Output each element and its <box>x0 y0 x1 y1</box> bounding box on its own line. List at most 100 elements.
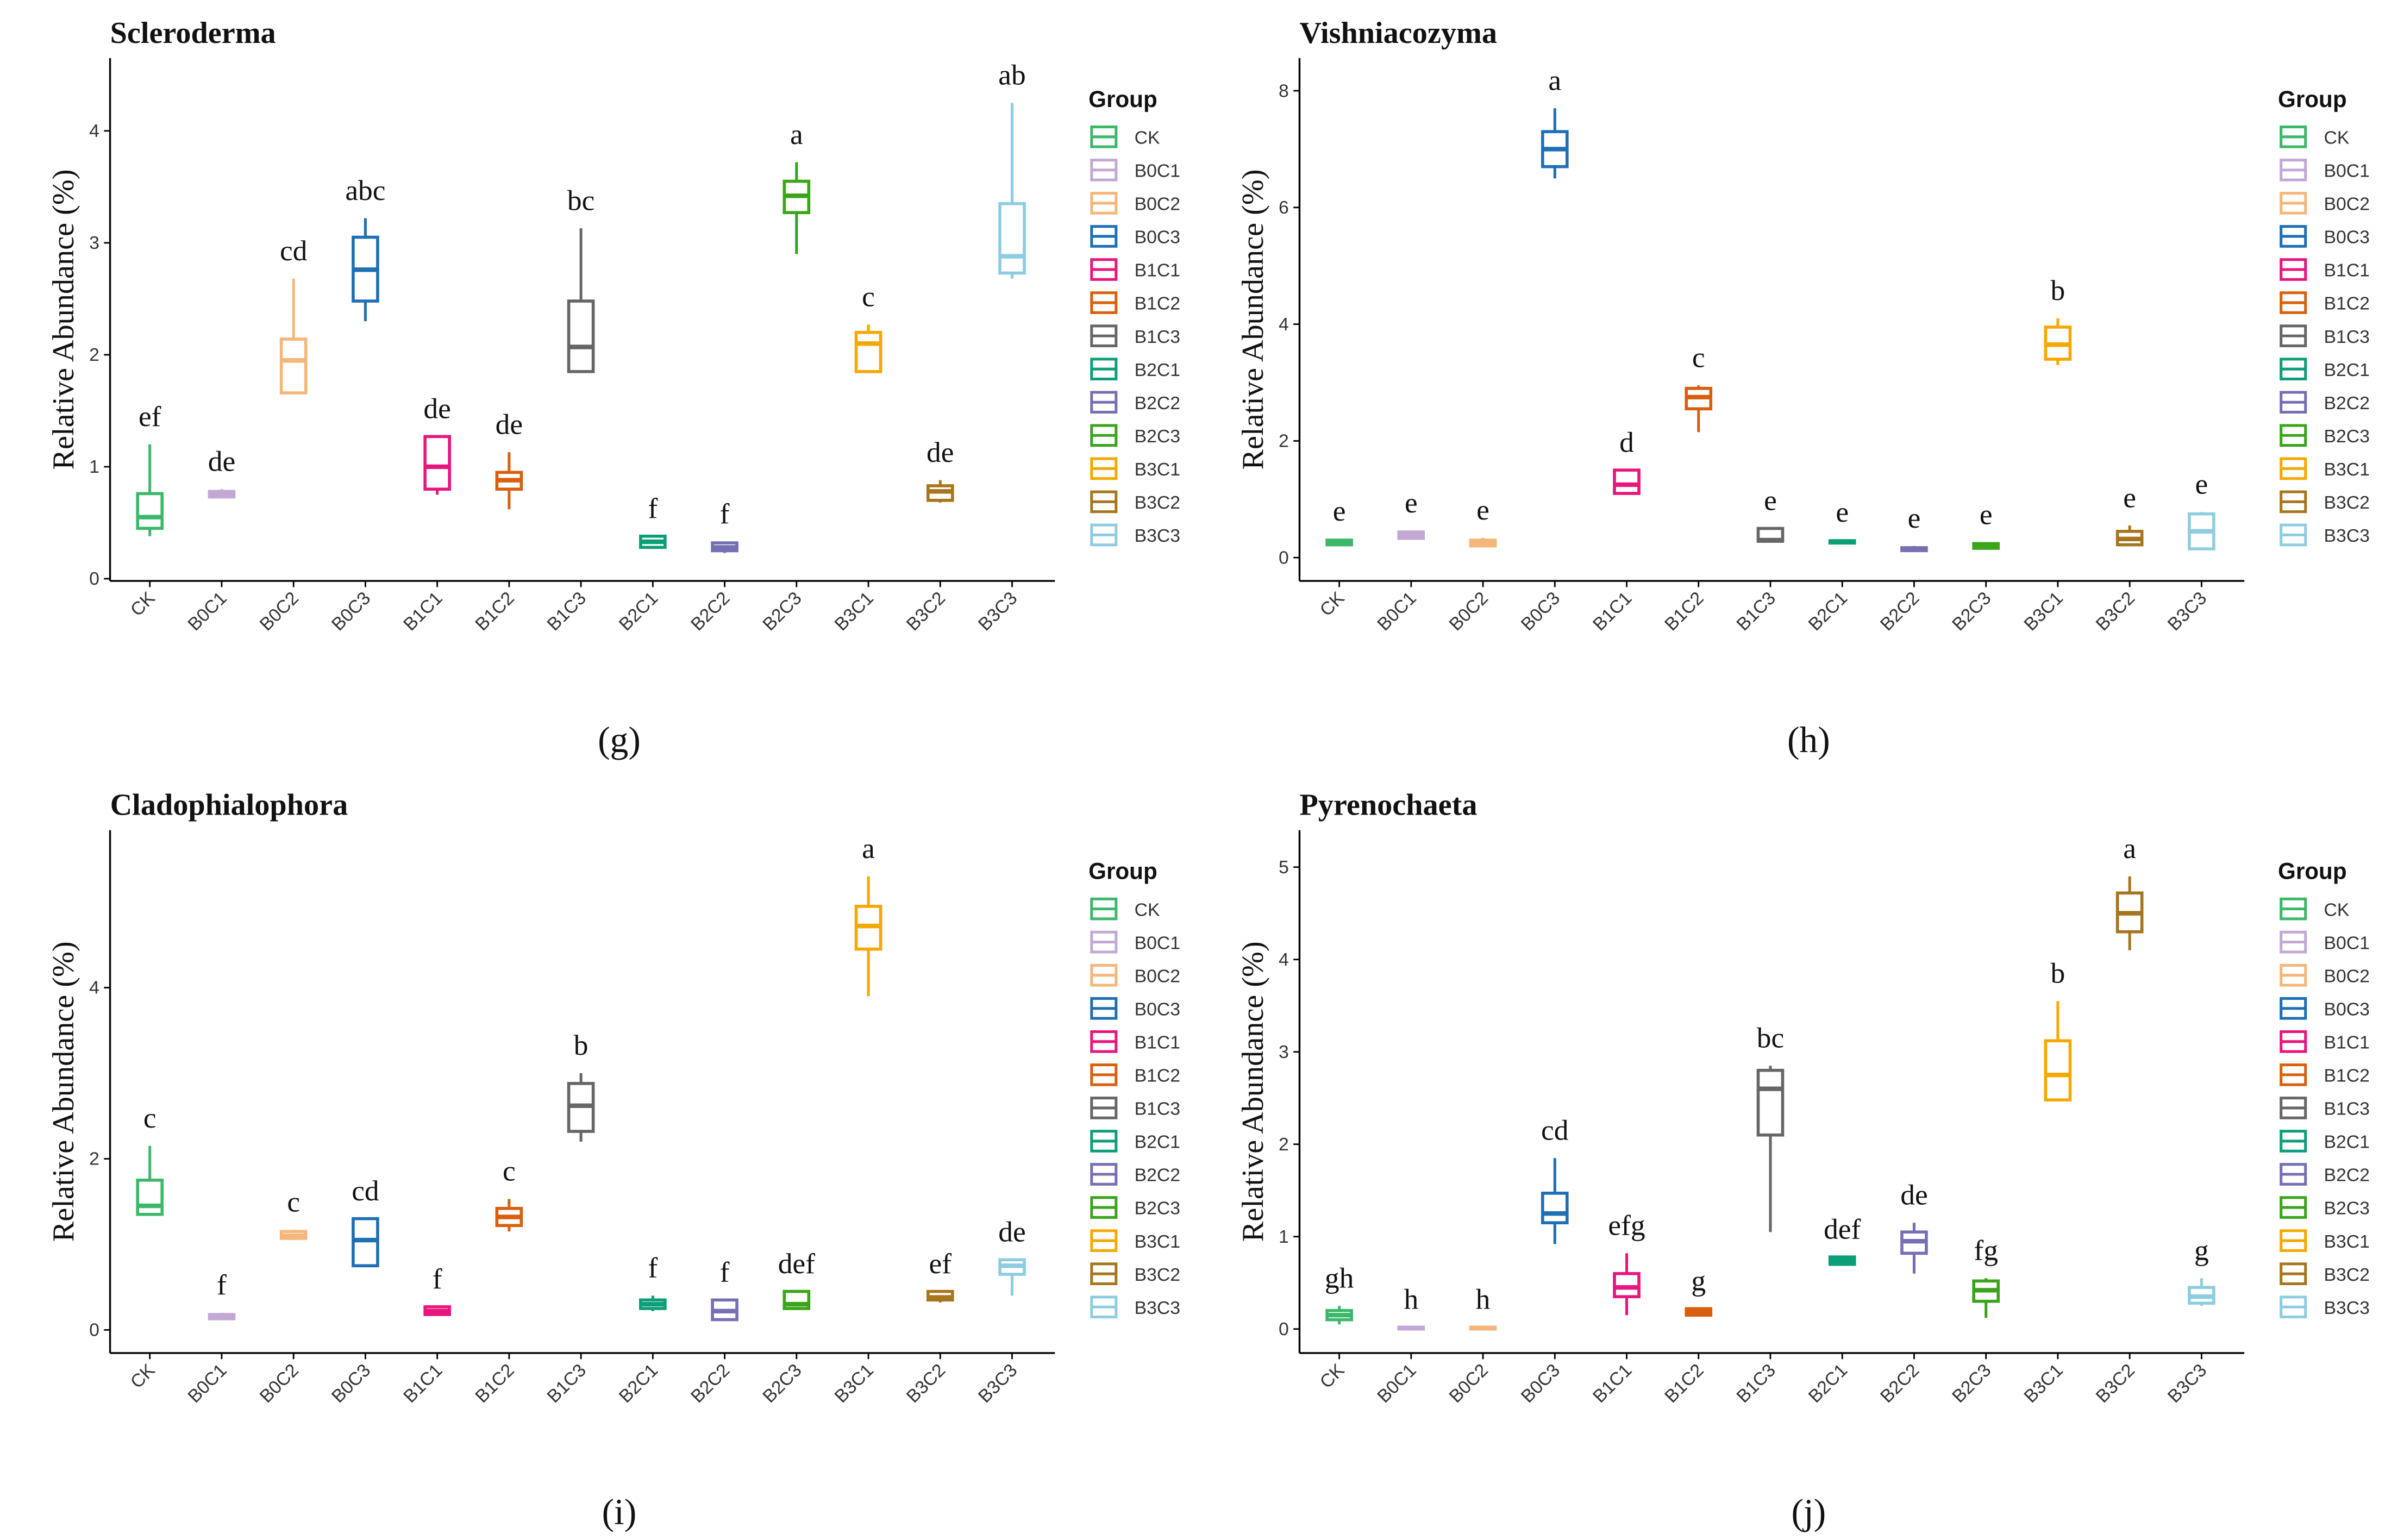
legend-title: Group <box>1088 859 1157 884</box>
legend-label: B3C3 <box>2324 1298 2369 1318</box>
significance-letter: e <box>1980 498 1993 530</box>
legend-label: B1C2 <box>1135 1066 1180 1086</box>
significance-letter: e <box>1333 494 1346 527</box>
significance-letter: e <box>1476 493 1489 526</box>
x-tick-label: B0C1 <box>1373 588 1420 635</box>
y-tick-label: 6 <box>1279 197 1289 218</box>
legend-label: B0C2 <box>1135 194 1180 215</box>
significance-letter: de <box>208 445 235 477</box>
significance-letter: f <box>217 1268 227 1301</box>
legend-label: CK <box>1135 127 1160 148</box>
significance-letter: cd <box>352 1174 379 1207</box>
significance-letter: b <box>2051 274 2065 306</box>
significance-letter: f <box>433 1262 442 1295</box>
y-tick-label: 3 <box>1279 1042 1289 1062</box>
y-tick-label: 8 <box>1279 80 1289 101</box>
legend-label: B1C3 <box>2324 327 2369 347</box>
significance-letter: c <box>143 1101 157 1134</box>
box <box>567 299 595 373</box>
x-tick-label: B2C1 <box>615 588 662 635</box>
significance-letter: efg <box>1608 1209 1645 1242</box>
x-tick-label: B1C2 <box>1661 1360 1708 1407</box>
x-tick-label: B1C1 <box>1589 1360 1636 1407</box>
x-tick-label: B3C2 <box>2092 588 2139 635</box>
significance-letter: ef <box>139 400 161 433</box>
x-tick-label: CK <box>1316 587 1348 620</box>
x-tick-label: B0C1 <box>184 588 231 635</box>
legend-label: B3C1 <box>1135 459 1180 480</box>
legend-label: B3C2 <box>2324 1264 2369 1285</box>
significance-letter: def <box>1824 1212 1861 1245</box>
significance-letter: e <box>2123 481 2136 514</box>
legend-label: B0C2 <box>2324 194 2369 215</box>
x-tick-label: B0C2 <box>256 1360 303 1407</box>
box <box>998 202 1026 275</box>
significance-letter: c <box>503 1155 516 1187</box>
x-tick-label: CK <box>127 587 159 620</box>
legend-label: CK <box>1135 899 1160 920</box>
panel: Cladophialophora Relative Abundance (%) 0 2… <box>47 788 1180 1532</box>
significance-letter: bc <box>567 184 594 216</box>
y-axis-label: Relative Abundance (%) <box>1236 170 1270 470</box>
legend-label: B0C1 <box>2324 932 2369 953</box>
significance-letter: b <box>574 1029 589 1061</box>
x-tick-label: B3C1 <box>830 1360 878 1407</box>
x-tick-label: CK <box>127 1360 159 1392</box>
significance-letter: e <box>1836 496 1849 528</box>
legend-label: CK <box>2324 899 2349 920</box>
x-tick-label: B0C3 <box>1517 1360 1564 1407</box>
significance-letter: a <box>790 118 803 151</box>
box <box>423 435 451 491</box>
panel-title: Cladophialophora <box>110 788 348 822</box>
y-tick-label: 5 <box>1279 857 1289 878</box>
significance-letter: de <box>423 392 450 425</box>
legend-label: B3C1 <box>2324 1231 2369 1252</box>
box <box>1613 1272 1641 1299</box>
x-tick-label: B1C2 <box>471 1360 518 1407</box>
legend-label: B1C1 <box>1135 260 1180 281</box>
y-tick-label: 1 <box>89 456 99 477</box>
box <box>136 492 164 530</box>
legend-label: B2C1 <box>2324 360 2369 380</box>
x-tick-label: B3C3 <box>974 1360 1022 1407</box>
x-tick-label: B3C3 <box>974 588 1022 635</box>
y-tick-label: 3 <box>89 233 99 253</box>
panel: Scleroderma Relative Abundance (%) 0 1 2 3 4 CK… <box>47 16 1180 760</box>
y-axis-label: Relative Abundance (%) <box>47 941 80 1242</box>
significance-letter: f <box>648 1251 658 1284</box>
y-tick-label: 4 <box>1279 949 1289 970</box>
significance-letter: c <box>862 280 875 313</box>
legend-label: B3C1 <box>2324 459 2369 480</box>
x-tick-label: B0C2 <box>256 588 303 635</box>
x-tick-label: B0C1 <box>184 1360 231 1407</box>
x-tick-label: B1C3 <box>1732 588 1780 635</box>
legend-label: B0C1 <box>1135 161 1180 181</box>
x-tick-label: B3C1 <box>2020 1360 2067 1407</box>
y-tick-label: 2 <box>1279 431 1289 452</box>
significance-letter: e <box>1908 502 1921 534</box>
significance-letter: e <box>1764 484 1777 517</box>
significance-letter: a <box>2123 832 2136 865</box>
legend-label: B1C1 <box>1135 1032 1180 1053</box>
x-tick-label: CK <box>1316 1360 1348 1392</box>
panel: Pyrenochaeta Relative Abundance (%) 0 1 2 3 4 5… <box>1236 788 2370 1532</box>
y-tick-label: 0 <box>89 568 99 589</box>
x-tick-label: B2C3 <box>1948 588 1995 635</box>
panel-label: (j) <box>1791 1492 1826 1532</box>
x-tick-label: B1C1 <box>1589 588 1636 635</box>
legend-label: B1C1 <box>2324 260 2369 281</box>
legend-label: B1C3 <box>1135 327 1180 347</box>
significance-letter: b <box>2051 956 2065 989</box>
panel-label: (g) <box>598 719 641 760</box>
significance-letter: bc <box>1757 1021 1784 1054</box>
significance-letter: e <box>1405 486 1418 519</box>
x-tick-label: B2C2 <box>1876 1360 1924 1407</box>
significance-letter: h <box>1476 1283 1491 1316</box>
legend-label: B1C1 <box>2324 1032 2369 1053</box>
x-tick-label: B2C2 <box>687 588 734 635</box>
significance-letter: fg <box>1974 1234 1998 1266</box>
x-tick-label: B3C3 <box>2164 588 2211 635</box>
x-tick-label: B3C2 <box>903 588 950 635</box>
box <box>854 330 882 373</box>
significance-letter: f <box>720 1256 730 1288</box>
